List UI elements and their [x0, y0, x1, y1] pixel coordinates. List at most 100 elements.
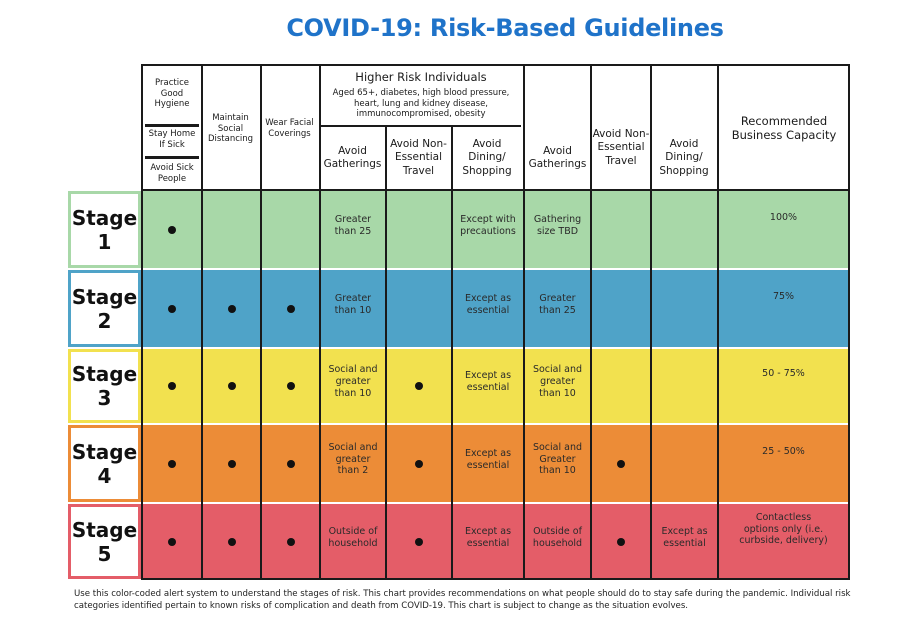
- bullet-dot: [415, 537, 423, 546]
- guideline-cell: Social and greater than 2: [328, 441, 378, 477]
- header-hr-dining: Avoid Dining/ Shopping: [462, 138, 512, 177]
- bullet-dot: [286, 304, 295, 313]
- bullet-cell: [387, 425, 451, 502]
- column-divider: [451, 125, 453, 580]
- stage-label: Stage 1: [68, 191, 141, 268]
- column-divider: [523, 64, 525, 580]
- guideline-cell: Gathering size TBD: [533, 213, 582, 237]
- bullet-dot: [286, 537, 295, 546]
- bullet-cell: [262, 349, 319, 423]
- column-divider: [650, 64, 652, 580]
- bullet-dot: [227, 537, 236, 546]
- header-higher-risk-title: Higher Risk Individuals: [355, 69, 487, 84]
- bullet-cell: [203, 270, 260, 347]
- empty-cell: [203, 191, 260, 268]
- guideline-cell: Greater than 25: [539, 292, 576, 316]
- header-frame: [141, 64, 850, 191]
- empty-cell: [262, 191, 319, 268]
- header-face-coverings: Wear Facial Coverings: [265, 118, 314, 139]
- guideline-cell: Except as essential: [464, 370, 512, 393]
- page-title: COVID-19: Risk-Based Guidelines: [286, 14, 724, 42]
- stage-label: Stage 4: [68, 425, 141, 502]
- empty-cell: [652, 270, 717, 347]
- empty-cell: [652, 191, 717, 268]
- guideline-cell: Greater than 10: [334, 292, 372, 316]
- bullet-dot: [415, 459, 423, 468]
- guideline-cell: Except as essential: [464, 447, 512, 471]
- empty-cell: [652, 425, 717, 502]
- bullet-cell: [143, 504, 201, 579]
- header-distancing: Maintain Social Distancing: [207, 113, 254, 145]
- header-travel: Avoid Non- Essential Travel: [592, 128, 650, 167]
- header-gatherings: Avoid Gatherings: [528, 144, 587, 170]
- bullet-dot: [286, 459, 295, 468]
- header-hr-travel: Avoid Non-Essential Travel: [390, 138, 447, 177]
- bullet-dot: [168, 225, 176, 234]
- guideline-cell: Except with precautions: [460, 213, 516, 237]
- guideline-cell: Outside of household: [532, 525, 583, 549]
- bullet-cell: [262, 270, 319, 347]
- bullet-dot: [168, 304, 176, 313]
- stage-row: [141, 349, 850, 423]
- bullet-dot: [227, 304, 236, 313]
- header-hygiene: Practice Good Hygiene: [154, 78, 190, 110]
- bullet-cell: [203, 504, 260, 579]
- header-bottom-border: [141, 189, 850, 191]
- column-divider: [201, 64, 203, 580]
- guideline-cell: 50 - 75%: [762, 368, 805, 380]
- stage-row: [141, 425, 850, 502]
- table-left-border: [141, 64, 143, 580]
- guidelines-table: Practice Good Hygiene Stay Home If Sick …: [141, 64, 850, 580]
- bullet-cell: [143, 270, 201, 347]
- bullet-dot: [617, 537, 625, 546]
- footer-note: Use this color-coded alert system to und…: [74, 589, 851, 611]
- bullet-cell: [143, 425, 201, 502]
- empty-cell: [592, 270, 650, 347]
- guideline-cell: Except as essential: [661, 525, 708, 549]
- empty-cell: [592, 349, 650, 423]
- header-divider: [321, 125, 521, 127]
- bullet-dot: [168, 537, 176, 546]
- bullet-dot: [227, 382, 236, 390]
- bullet-cell: [262, 504, 319, 579]
- bullet-cell: [387, 504, 451, 579]
- guideline-cell: Contactless options only (i.e. curbside,…: [739, 511, 828, 547]
- bullet-cell: [143, 191, 201, 268]
- guideline-cell: Except as essential: [464, 525, 512, 549]
- header-capacity: Recommended Business Capacity: [731, 113, 837, 142]
- bullet-dot: [227, 459, 236, 468]
- stage-label: Stage 2: [68, 270, 141, 347]
- bullet-dot: [286, 382, 295, 390]
- header-higher-risk-desc: Aged 65+, diabetes, high blood pressure,…: [332, 88, 510, 120]
- header-stay-home: Stay Home If Sick: [148, 129, 196, 150]
- bullet-cell: [387, 349, 451, 423]
- guideline-cell: Except as essential: [464, 292, 512, 316]
- bullet-cell: [143, 349, 201, 423]
- guideline-cell: 100%: [769, 211, 798, 223]
- guideline-cell: 75%: [772, 290, 795, 302]
- guideline-cell: 25 - 50%: [762, 445, 805, 457]
- guideline-cell: Social and greater than 10: [532, 364, 583, 399]
- empty-cell: [592, 191, 650, 268]
- bullet-cell: [592, 504, 650, 579]
- column-divider: [590, 64, 592, 580]
- guideline-cell: Greater than 25: [334, 213, 372, 237]
- empty-cell: [387, 270, 451, 347]
- stage-label: Stage 5: [68, 504, 141, 579]
- guideline-cell: Social and greater than 10: [328, 364, 378, 399]
- stage-row: [141, 504, 850, 579]
- bullet-dot: [168, 382, 176, 390]
- bullet-cell: [203, 425, 260, 502]
- bullet-cell: [592, 425, 650, 502]
- column-divider: [260, 64, 262, 580]
- header-divider: [145, 156, 199, 159]
- stage-label: Stage 3: [68, 349, 141, 423]
- bullet-cell: [203, 349, 260, 423]
- column-divider: [717, 64, 719, 580]
- stage-row: [141, 270, 850, 347]
- header-avoid-sick: Avoid Sick People: [150, 163, 194, 184]
- column-divider: [385, 125, 387, 580]
- guideline-cell: Social and Greater than 10: [532, 441, 583, 477]
- header-divider: [145, 124, 199, 127]
- header-hr-gatherings: Avoid Gatherings: [323, 144, 382, 170]
